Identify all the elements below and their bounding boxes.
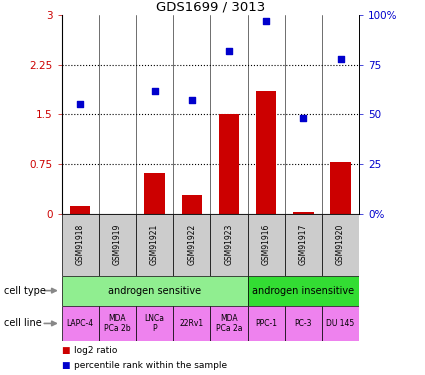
Text: ■: ■ [62,361,70,370]
Point [300,116,307,122]
Bar [70,206,91,214]
Bar [62,214,99,276]
Text: ■: ■ [62,346,70,355]
Title: GDS1699 / 3013: GDS1699 / 3013 [156,1,265,14]
Bar [210,306,247,341]
Text: PC-3: PC-3 [295,319,312,328]
Bar [210,214,247,276]
Text: 22Rv1: 22Rv1 [180,319,204,328]
Bar [136,214,173,276]
Point [226,48,232,54]
Text: LAPC-4: LAPC-4 [67,319,94,328]
Text: GSM91919: GSM91919 [113,224,122,266]
Bar [219,114,239,214]
Text: GSM91918: GSM91918 [76,224,85,266]
Text: cell line: cell line [4,318,42,328]
Bar [330,162,351,214]
Bar [173,306,210,341]
Text: LNCa
P: LNCa P [144,314,164,333]
Bar [322,306,359,341]
Text: androgen sensitive: androgen sensitive [108,286,201,296]
Bar [144,172,165,214]
Text: GSM91922: GSM91922 [187,224,196,266]
Text: GSM91923: GSM91923 [224,224,233,266]
Bar [62,276,247,306]
Point [337,56,344,62]
Bar [173,214,210,276]
Text: DU 145: DU 145 [326,319,354,328]
Point [77,101,84,107]
Text: GSM91921: GSM91921 [150,224,159,266]
Bar [322,214,359,276]
Point [151,87,158,93]
Point [188,98,195,104]
Bar [285,214,322,276]
Point [263,18,269,24]
Bar [99,306,136,341]
Bar [247,306,285,341]
Bar [99,214,136,276]
Text: percentile rank within the sample: percentile rank within the sample [74,361,227,370]
Text: MDA
PCa 2b: MDA PCa 2b [104,314,131,333]
Bar [181,195,202,214]
Bar [256,91,276,214]
Bar [62,306,99,341]
Bar [136,306,173,341]
Bar [285,306,322,341]
Text: PPC-1: PPC-1 [255,319,277,328]
Text: log2 ratio: log2 ratio [74,346,117,355]
Bar [247,276,359,306]
Text: MDA
PCa 2a: MDA PCa 2a [216,314,242,333]
Bar [293,212,314,214]
Text: GSM91917: GSM91917 [299,224,308,266]
Text: androgen insensitive: androgen insensitive [252,286,354,296]
Text: GSM91920: GSM91920 [336,224,345,266]
Text: GSM91916: GSM91916 [262,224,271,266]
Bar [247,214,285,276]
Text: cell type: cell type [4,286,46,296]
